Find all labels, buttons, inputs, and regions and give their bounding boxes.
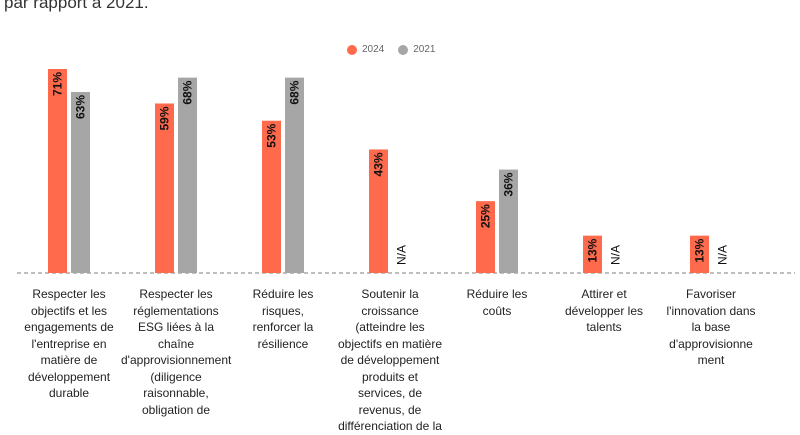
bar-2021-1 — [178, 77, 197, 273]
bar-2024-6 — [690, 235, 709, 273]
bar-chart: 71% 63% 59% 68% 53% 68% 43% N/A 25% 36% 13% N/A 13% N… — [17, 69, 795, 274]
data-label-2021-1: 68% — [181, 80, 195, 104]
category-label-0: Respecter les objectifs et les engagemen… — [24, 287, 114, 400]
data-label-2021-6: N/A — [716, 245, 730, 265]
data-label-2024-1: 59% — [158, 106, 172, 130]
data-label-2021-2: 68% — [288, 80, 302, 104]
data-label-2024-0: 71% — [51, 72, 65, 96]
data-label-2024-3: 43% — [372, 152, 386, 176]
category-label-3: Soutenir la croissance (atteindre les ob… — [337, 287, 443, 433]
header-text: par rapport à 2021. — [4, 0, 149, 12]
bar-2024-5 — [583, 235, 602, 273]
data-label-2024-5: 13% — [586, 238, 600, 262]
legend-dot-2021 — [398, 44, 409, 55]
category-label-4: Réduire les coûts — [466, 287, 528, 318]
legend-item-2024: 2024 — [347, 44, 384, 55]
bar-2024-0 — [48, 69, 67, 273]
data-label-2021-5: N/A — [609, 245, 623, 265]
data-label-2024-2: 53% — [265, 123, 279, 147]
data-label-2021-0: 63% — [74, 95, 88, 119]
category-label-2: Réduire les risques, renforcer la résili… — [252, 287, 314, 351]
legend-dot-2024 — [347, 44, 357, 55]
bar-2024-2 — [262, 120, 281, 273]
data-label-2021-4: 36% — [502, 172, 516, 196]
bar-2021-2 — [285, 77, 304, 273]
category-label-1: Respecter les réglementations ESG liées … — [121, 287, 232, 417]
data-label-2024-6: 13% — [693, 238, 707, 262]
category-label-6: Favoriser l'innovation dans la base d'ap… — [666, 287, 756, 367]
bar-2024-1 — [155, 103, 174, 273]
category-label-5: Attirer et développer les talents — [564, 287, 644, 334]
legend-label-2021: 2021 — [413, 44, 436, 55]
data-label-2021-3: N/A — [395, 245, 409, 265]
bar-2024-3 — [369, 149, 388, 273]
bar-2024-4 — [476, 201, 495, 273]
legend: 2024 2021 — [347, 44, 436, 55]
legend-label-2024: 2024 — [362, 44, 385, 55]
bar-2021-4 — [499, 169, 518, 273]
data-label-2024-4: 25% — [479, 204, 493, 228]
bar-2021-0 — [71, 91, 90, 273]
legend-item-2021: 2021 — [398, 44, 436, 55]
